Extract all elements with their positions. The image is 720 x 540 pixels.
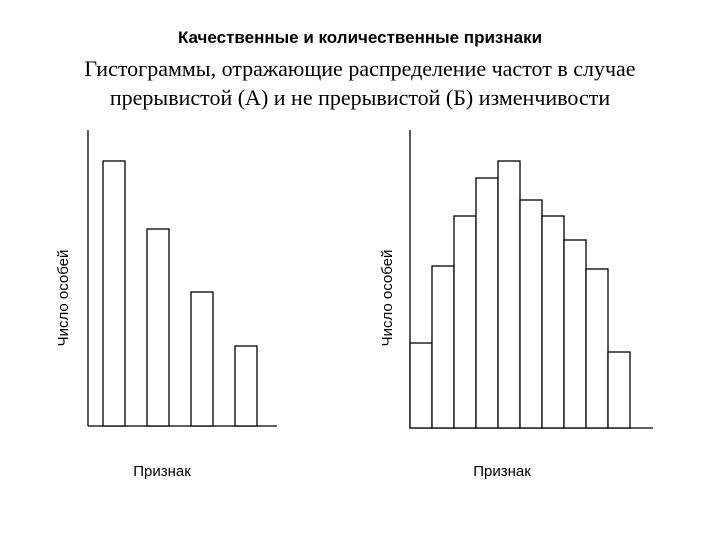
histogram-a-bars [102,160,258,427]
histogram-a-y-label: Число особей [55,250,72,347]
histogram-b-bar-3 [453,215,477,429]
histogram-a: Признак Число особей [55,130,277,480]
histogram-b-bars [409,160,631,429]
histogram-b-bar-4 [475,177,499,429]
histogram-b-bar-9 [585,268,609,429]
histogram-b: Признак Число особей [379,130,653,480]
histogram-b-bar-1 [409,342,433,429]
page-title: Качественные и количественные признаки [177,28,543,47]
histogram-b-y-label: Число особей [379,250,396,347]
histogram-a-x-label: Признак [133,463,191,480]
histogram-b-bar-6 [519,199,543,429]
histogram-b-x-label: Признак [473,463,531,480]
histogram-b-bar-5 [497,160,521,429]
histogram-a-bar-4 [234,345,258,427]
histogram-a-bar-1 [102,160,126,427]
histogram-a-bar-3 [190,291,214,427]
histogram-a-bar-2 [146,228,170,427]
histogram-b-bar-7 [541,215,565,429]
page-subtitle: Гистограммы, отражающие распределение ча… [84,56,636,110]
histogram-b-bar-2 [431,265,455,429]
histogram-b-bar-8 [563,239,587,429]
histogram-b-bar-10 [607,351,631,429]
